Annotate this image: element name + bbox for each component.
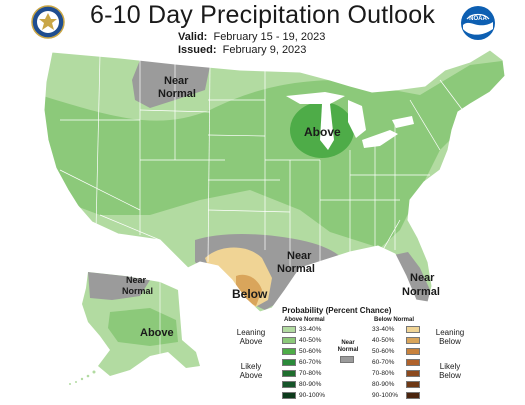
- label-near-normal-nw: Near: [164, 75, 189, 87]
- legend-below-swatch: [406, 381, 420, 388]
- label-near-normal-fl-2: Normal: [402, 286, 440, 298]
- label-near-normal-tx-2: Normal: [277, 263, 315, 275]
- noaa-logo-icon: NOAA: [460, 5, 496, 46]
- legend-below-range: 40-50%: [372, 336, 395, 344]
- legend-above-range: 33-40%: [299, 325, 322, 333]
- legend-leaning-below: Leaning Below: [435, 328, 465, 346]
- legend-above-range: 90-100%: [299, 391, 326, 399]
- legend-leaning-above: Leaning Above: [236, 328, 266, 346]
- legend-below-swatch: [406, 359, 420, 366]
- legend-below-range: 33-40%: [372, 325, 395, 333]
- legend-above-range: 50-60%: [299, 347, 322, 355]
- legend-above-range: 60-70%: [299, 358, 322, 366]
- legend-title: Probability (Percent Chance): [282, 306, 392, 315]
- legend-above-swatch: [282, 337, 296, 344]
- legend-likely-above: Likely Above: [239, 362, 263, 380]
- legend-below-swatch: [406, 392, 420, 399]
- above-40-50-area: [44, 60, 505, 248]
- legend-above-swatch: [282, 359, 296, 366]
- date-block: Valid: February 15 - 19, 2023 Issued: Fe…: [178, 31, 325, 57]
- valid-label: Valid:: [178, 31, 208, 43]
- aleutian-islands: [69, 370, 96, 385]
- legend-below-swatch: [406, 370, 420, 377]
- legend-above-swatch: [282, 392, 296, 399]
- label-above-ak: Above: [140, 327, 174, 339]
- alaska-above-40-50: [108, 308, 178, 346]
- legend-near-normal: Near Normal: [337, 340, 359, 353]
- legend-near-normal-swatch: [340, 356, 354, 363]
- legend-above-swatch: [282, 348, 296, 355]
- legend-below-range: 70-80%: [372, 369, 395, 377]
- label-near-normal-nw-2: Normal: [158, 88, 196, 100]
- state-borders: [59, 54, 471, 270]
- label-below-tx: Below: [232, 287, 268, 301]
- probability-legend: Probability (Percent Chance) Above Norma…: [236, 306, 468, 402]
- label-above-great-lakes: Above: [304, 125, 341, 139]
- conus-map: [44, 50, 505, 312]
- legend-above-swatch: [282, 326, 296, 333]
- legend-above-range: 40-50%: [299, 336, 322, 344]
- legend-below-range: 60-70%: [372, 358, 395, 366]
- label-near-normal-fl: Near: [410, 272, 435, 284]
- near-normal-northwest: [132, 60, 210, 108]
- legend-above-swatch: [282, 370, 296, 377]
- alaska-near-normal: [88, 272, 150, 300]
- label-near-normal-tx: Near: [287, 250, 312, 262]
- valid-value: February 15 - 19, 2023: [213, 31, 326, 43]
- legend-below-swatch: [406, 348, 420, 355]
- legend-above-range: 80-90%: [299, 380, 322, 388]
- issued-line: Issued: February 9, 2023: [178, 44, 325, 57]
- legend-above-range: 70-80%: [299, 369, 322, 377]
- legend-below-range: 80-90%: [372, 380, 395, 388]
- issued-label: Issued:: [178, 44, 217, 56]
- legend-likely-below: Likely Below: [439, 362, 461, 380]
- legend-above-header: Above Normal: [284, 317, 325, 323]
- conus-outline: [43, 49, 506, 313]
- legend-below-swatch: [406, 326, 420, 333]
- valid-line: Valid: February 15 - 19, 2023: [178, 31, 325, 44]
- legend-below-header: Below Normal: [374, 317, 415, 323]
- legend-above-swatch: [282, 381, 296, 388]
- page-title: 6-10 Day Precipitation Outlook: [89, 1, 436, 29]
- issued-value: February 9, 2023: [222, 44, 307, 56]
- legend-below-range: 50-60%: [372, 347, 395, 355]
- commerce-seal-icon: [31, 5, 65, 44]
- label-near-normal-ak-2: Normal: [122, 286, 153, 296]
- great-lakes: [286, 92, 414, 150]
- legend-below-swatch: [406, 337, 420, 344]
- noaa-logo-text: NOAA: [469, 16, 487, 22]
- label-near-normal-ak: Near: [126, 275, 147, 285]
- below-40-50-area: [236, 274, 262, 306]
- legend-below-range: 90-100%: [372, 391, 399, 399]
